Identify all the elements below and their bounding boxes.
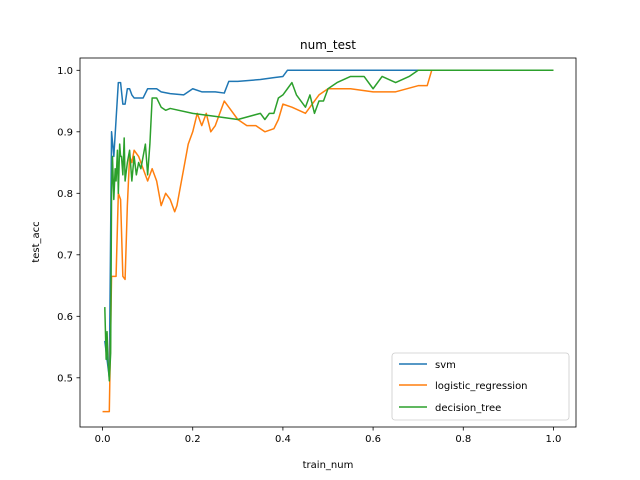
legend: svm logistic_regression decision_tree [391, 352, 570, 421]
x-tick-label: 0.8 [455, 434, 471, 445]
series-line-decision-tree [104, 69, 554, 382]
y-tick-label: 0.9 [57, 127, 73, 138]
plot-frame [79, 57, 577, 428]
y-axis-label: test_acc [31, 221, 42, 262]
y-tick-label: 0.7 [57, 250, 73, 261]
legend-label-decision-tree: decision_tree [435, 403, 501, 414]
series-line-logistic-regression [102, 69, 554, 413]
series-layer [102, 69, 554, 413]
y-axis-ticks: 0.5 0.6 0.7 0.8 0.9 1.0 [57, 66, 80, 384]
y-tick-label: 0.6 [57, 312, 73, 323]
chart-title: num_test [300, 38, 356, 52]
legend-box [391, 352, 570, 421]
x-tick-label: 0.2 [185, 434, 201, 445]
legend-label-logistic-regression: logistic_regression [435, 381, 528, 392]
x-tick-label: 0.6 [365, 434, 381, 445]
y-tick-label: 0.8 [57, 189, 73, 200]
legend-label-svm: svm [435, 360, 456, 371]
x-axis-label: train_num [303, 460, 354, 471]
x-tick-label: 0.0 [95, 434, 111, 445]
y-tick-label: 0.5 [57, 373, 73, 384]
x-axis-ticks: 0.0 0.2 0.4 0.6 0.8 1.0 [95, 427, 562, 445]
y-tick-label: 1.0 [57, 66, 73, 77]
x-tick-label: 1.0 [546, 434, 562, 445]
x-tick-label: 0.4 [275, 434, 291, 445]
series-line-svm [104, 69, 554, 379]
